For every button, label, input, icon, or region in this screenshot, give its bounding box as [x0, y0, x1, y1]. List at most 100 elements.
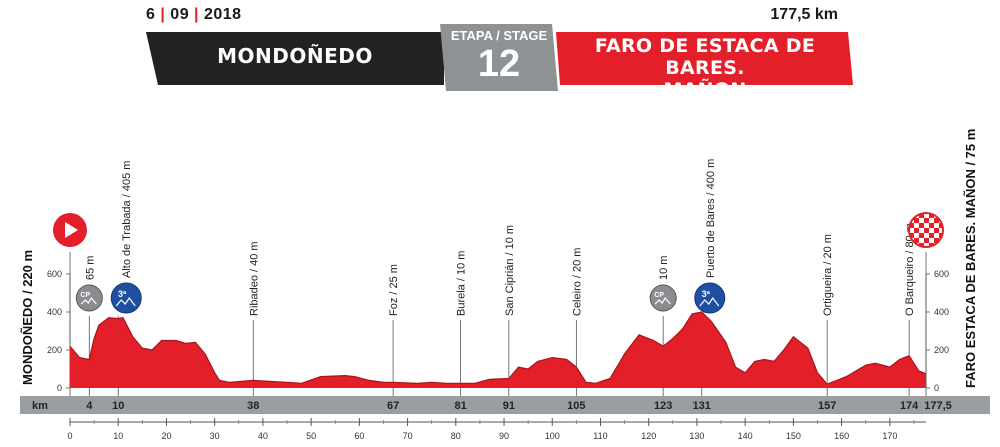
finish-icon-square [914, 238, 919, 243]
distance-axis-tick-label: 140 [738, 431, 753, 441]
finish-icon-square [909, 223, 914, 228]
play-icon [65, 222, 78, 238]
elevation-profile-area [70, 312, 926, 388]
distance-axis-tick-label: 160 [834, 431, 849, 441]
finish-icon-square [944, 218, 949, 223]
stage-distance: 177,5 km [770, 6, 838, 23]
altitude-tick-label-right: 600 [934, 269, 949, 279]
climb-category-mountain [699, 296, 720, 307]
date-separator: | [160, 6, 166, 23]
finish-town-line1: FARO DE ESTACA DE BARES. [594, 35, 816, 79]
altitude-tick-label-right: 400 [934, 307, 949, 317]
checkpoint-icon-mountain [654, 296, 671, 305]
distance-axis-tick-label: 0 [67, 431, 72, 441]
climb-category-icon [110, 282, 142, 314]
finish-icon-square [909, 213, 914, 218]
finish-icon-ring [908, 212, 944, 248]
waypoint-label: Foz / 25 m [388, 264, 400, 316]
header-banners [146, 24, 853, 91]
checkpoint-icon-label: CP [654, 292, 664, 299]
waypoint-label: Burela / 10 m [456, 251, 468, 316]
finish-icon-square [919, 223, 924, 228]
finish-icon-square [924, 238, 929, 243]
waypoint-label: 10 m [658, 256, 670, 280]
date-month: 09 [170, 6, 190, 23]
finish-icon-square [939, 243, 943, 247]
stage-header: 6 | 09 | 2018 177,5 km MONDOÑEDO ETAPA /… [0, 0, 1000, 101]
finish-town: FARO DE ESTACA DE BARES. MAÑON [560, 35, 850, 101]
finish-icon-square [939, 213, 943, 218]
checkpoint-icon-mountain [80, 296, 97, 305]
waypoint-label: Celeiro / 20 m [571, 248, 583, 316]
checkpoint-icon [649, 284, 677, 312]
km-bar-waypoint-value: 131 [693, 400, 711, 412]
altitude-tick-label-left: 0 [57, 383, 62, 393]
finish-town-line2: MAÑON [663, 79, 747, 101]
finish-icon-square [929, 213, 934, 218]
finish-icon-square [929, 233, 934, 238]
altitude-tick-label-left: 400 [47, 307, 62, 317]
climb-category-label: 3ª [118, 289, 127, 299]
finish-icon-square [939, 233, 943, 238]
start-altitude-label: MONDOÑEDO / 220 m [20, 250, 35, 385]
waypoint-label: O Barqueiro / 80 m [904, 223, 916, 316]
finish-icon-square [934, 238, 939, 243]
finish-icon-square [919, 213, 924, 218]
distance-axis-tick-label: 90 [499, 431, 509, 441]
waypoint-label: 65 m [84, 256, 96, 280]
finish-icon-square [934, 228, 939, 233]
finish-icon-square [919, 243, 924, 247]
checkpoint-icon [75, 284, 103, 312]
date-day: 6 [146, 6, 156, 23]
finish-icon-square [929, 243, 934, 247]
start-banner [146, 32, 444, 85]
km-bar-waypoint-value: 105 [567, 400, 585, 412]
finish-icon-square [909, 233, 914, 238]
altitude-tick-label-left: 200 [47, 345, 62, 355]
climb-category-label: 3ª [702, 289, 711, 299]
distance-axis-tick-label: 50 [306, 431, 316, 441]
finish-altitude-label: FARO ESTACA DE BARES. MAÑON / 75 m [963, 129, 978, 388]
checkpoint-icon-label: CP [80, 292, 90, 299]
finish-icon-square [939, 223, 943, 228]
km-bar-waypoint-value: 81 [455, 400, 467, 412]
km-bar-waypoint-value: 67 [387, 400, 399, 412]
stage-date: 6 | 09 | 2018 [146, 6, 242, 24]
elevation-profile-ridge [69, 311, 927, 385]
finish-icon-square [924, 228, 929, 233]
finish-icon-square [924, 248, 929, 253]
finish-icon-square [919, 233, 924, 238]
km-bar-waypoint-value: 123 [654, 400, 672, 412]
start-town: MONDOÑEDO [217, 44, 373, 68]
altitude-tick-label-right: 200 [934, 345, 949, 355]
km-bar-waypoint-value: 4 [86, 400, 93, 412]
km-bar-final-value: 177,5 [924, 400, 952, 412]
km-bar-label: km [32, 400, 48, 412]
km-bar-waypoint-value: 174 [900, 400, 919, 412]
finish-icon-square [914, 218, 919, 223]
stage-number-banner [440, 24, 558, 91]
waypoint-label: San Ciprián / 10 m [504, 225, 516, 316]
km-bar-waypoint-value: 38 [247, 400, 259, 412]
distance-axis-tick-label: 130 [689, 431, 704, 441]
date-year: 2018 [203, 6, 242, 23]
finish-banner [556, 32, 853, 85]
waypoint-label: Alto de Trabada / 405 m [121, 161, 133, 278]
finish-icon-square [944, 228, 949, 233]
finish-icon-square [924, 218, 929, 223]
distance-axis-tick-label: 80 [451, 431, 461, 441]
finish-icon-square [934, 248, 939, 253]
finish-icon-square [934, 218, 939, 223]
finish-icon-square [914, 228, 919, 233]
finish-icon-square [944, 238, 949, 243]
distance-axis-tick-label: 10 [113, 431, 123, 441]
distance-axis-tick-label: 40 [258, 431, 268, 441]
climb-category-mountain [115, 296, 136, 307]
stage-label: ETAPA / STAGE [450, 28, 548, 43]
distance-axis-tick-label: 120 [641, 431, 656, 441]
distance-axis-tick-label: 110 [593, 431, 607, 441]
distance-axis-tick-label: 20 [161, 431, 171, 441]
distance-axis-tick-label: 170 [882, 431, 897, 441]
waypoint-label: Ortigueira / 20 m [822, 234, 834, 316]
